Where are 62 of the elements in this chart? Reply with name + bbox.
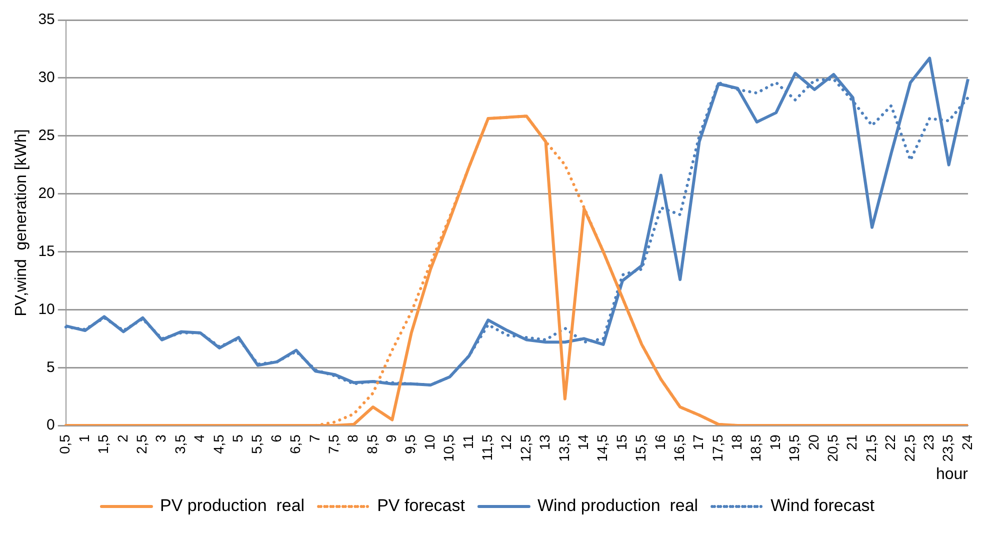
legend-label: Wind forecast <box>770 496 875 516</box>
x-tick-label: 21,5 <box>862 434 879 462</box>
x-tick-label: 6 <box>268 434 284 442</box>
x-axis-title: hour <box>936 466 969 483</box>
x-tick-label: 10 <box>421 434 438 450</box>
x-tick-label: 17 <box>690 434 706 450</box>
x-tick-label: 4 <box>191 434 208 442</box>
x-tick-label: 12,5 <box>517 434 534 462</box>
x-tick-label: 13,5 <box>556 434 572 462</box>
y-tick-label: 10 <box>38 300 55 318</box>
x-tick-label: 12 <box>498 434 514 450</box>
x-tick-label: 3,5 <box>172 434 188 454</box>
x-tick-label: 15 <box>613 434 630 450</box>
y-tick-label: 20 <box>38 184 55 202</box>
x-tick-label: 19,5 <box>786 434 802 462</box>
x-tick-label: 7 <box>306 434 322 442</box>
legend-label: Wind production real <box>537 496 698 516</box>
y-axis-title: PV,wind generation [kWh] <box>13 129 30 316</box>
x-tick-label: 16,5 <box>670 434 687 462</box>
x-tick-label: 1 <box>76 434 92 442</box>
y-tick-label: 30 <box>38 69 55 86</box>
y-tick-label: 25 <box>38 127 55 144</box>
x-tick-label: 23 <box>920 434 936 450</box>
x-tick-label: 5,5 <box>248 434 265 454</box>
x-tick-label: 5 <box>229 434 246 442</box>
x-tick-label: 14,5 <box>594 434 610 462</box>
x-tick-label: 19 <box>766 434 783 450</box>
x-tick-label: 1,5 <box>95 434 112 454</box>
x-tick-label: 16 <box>652 434 668 450</box>
x-tick-label: 4,5 <box>210 434 226 454</box>
x-tick-label: 11,5 <box>479 434 496 461</box>
x-tick-label: 22,5 <box>901 434 918 462</box>
legend-label: PV forecast <box>377 496 466 516</box>
x-tick-label: 23,5 <box>940 434 956 462</box>
x-tick-label: 18,5 <box>748 434 764 462</box>
x-tick-label: 2 <box>114 434 130 442</box>
x-tick-label: 17,5 <box>709 434 726 462</box>
x-tick-label: 3 <box>152 434 169 442</box>
x-tick-label: 6,5 <box>287 434 304 454</box>
x-tick-label: 2,5 <box>134 434 150 454</box>
x-tick-label: 9 <box>383 434 400 442</box>
x-tick-label: 21 <box>844 434 860 450</box>
y-tick-label: 0 <box>46 416 55 434</box>
x-tick-label: 20 <box>805 434 822 450</box>
x-tick-label: 9,5 <box>402 434 418 454</box>
x-tick-label: 10,5 <box>440 434 457 462</box>
x-tick-label: 0,5 <box>56 434 73 454</box>
x-tick-label: 13 <box>536 434 553 450</box>
x-tick-label: 8 <box>344 434 361 442</box>
x-tick-label: 14 <box>574 434 591 450</box>
x-tick-label: 7,5 <box>325 434 342 454</box>
x-tick-label: 8,5 <box>364 434 380 454</box>
y-tick-label: 35 <box>38 11 55 28</box>
x-tick-label: 11 <box>460 434 476 450</box>
x-tick-label: 20,5 <box>824 434 840 462</box>
x-tick-label: 15,5 <box>632 434 649 462</box>
x-tick-label: 24 <box>958 434 975 450</box>
x-tick-label: 22 <box>882 434 898 450</box>
x-tick-label: 18 <box>728 434 745 450</box>
y-tick-label: 15 <box>38 242 55 260</box>
legend-label: PV production real <box>160 496 305 516</box>
y-tick-label: 5 <box>46 358 55 376</box>
